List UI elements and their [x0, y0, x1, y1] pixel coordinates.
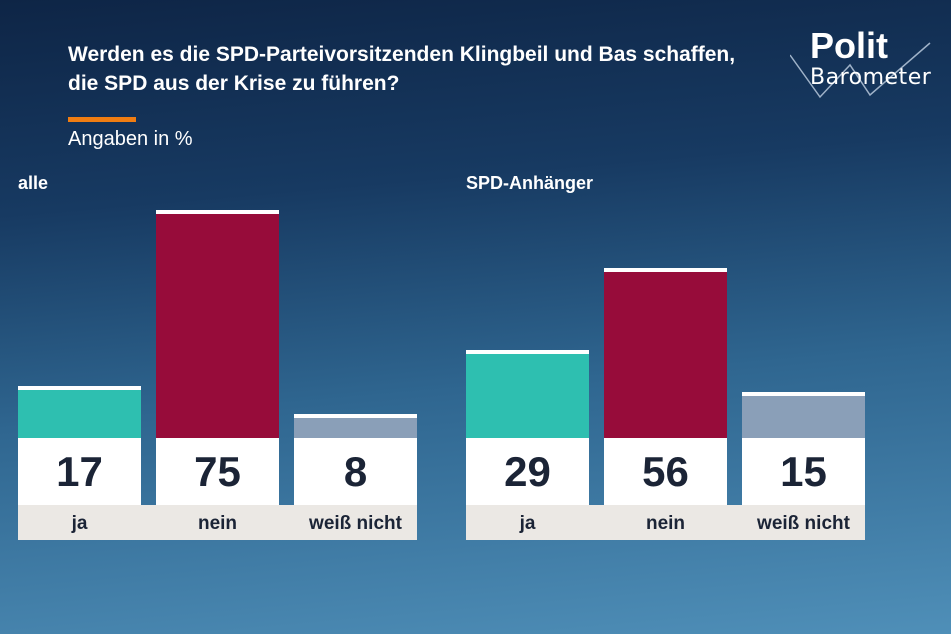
data-label: 15 — [742, 438, 865, 505]
bar — [466, 349, 589, 438]
data-label: 8 — [294, 438, 417, 505]
group-label: alle — [18, 173, 49, 193]
bar-cap — [18, 386, 141, 391]
bar — [156, 210, 279, 438]
subtitle: Angaben in % — [68, 128, 193, 150]
category-label: nein — [645, 513, 686, 534]
category-label: nein — [197, 513, 238, 534]
category-label: ja — [519, 513, 536, 534]
data-label: 29 — [466, 438, 589, 505]
bar-cap — [466, 349, 589, 354]
data-label: 17 — [18, 438, 141, 505]
data-label: 75 — [156, 438, 279, 505]
bar-cap — [604, 267, 727, 272]
label-strip — [466, 505, 865, 540]
bar — [294, 413, 417, 438]
bar-cap — [156, 210, 279, 214]
category-label: weiß nicht — [309, 513, 402, 534]
bar — [18, 386, 141, 438]
category-label: weiß nicht — [757, 513, 850, 534]
chart-title: Werden es die SPD-Parteivorsitzenden Kli… — [68, 43, 736, 95]
group-label: SPD-Anhänger — [466, 173, 594, 193]
bar — [604, 267, 727, 438]
category-label: ja — [71, 513, 88, 534]
bar — [742, 392, 865, 438]
label-strip — [18, 505, 417, 540]
bar-cap — [742, 392, 865, 397]
data-label: 56 — [604, 438, 727, 505]
logo-text-polit: Polit — [810, 25, 888, 66]
politbarometer-logo: Polit Barometer — [790, 25, 940, 105]
bar-cap — [294, 413, 417, 418]
accent-line — [68, 117, 136, 122]
logo-text-barometer: Barometer — [810, 65, 932, 90]
